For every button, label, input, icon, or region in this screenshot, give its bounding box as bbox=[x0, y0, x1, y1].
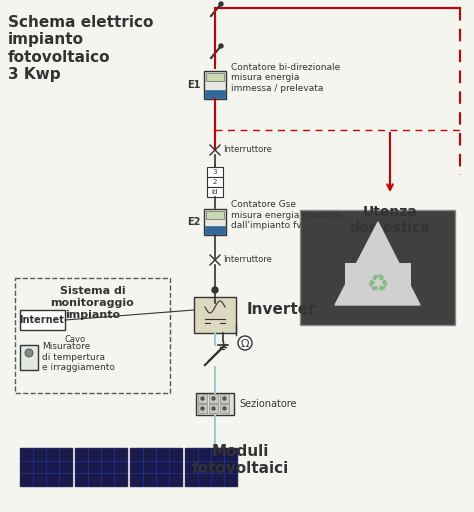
Bar bbox=[205, 226, 225, 234]
Text: Utenza
domestica: Utenza domestica bbox=[350, 205, 430, 235]
Bar bbox=[185, 448, 237, 486]
Text: Internet: Internet bbox=[19, 315, 64, 325]
Bar bbox=[206, 73, 224, 81]
Circle shape bbox=[212, 287, 218, 293]
Text: Interruttore: Interruttore bbox=[223, 145, 272, 155]
Bar bbox=[207, 177, 223, 187]
Text: 2: 2 bbox=[213, 179, 217, 185]
Text: Sistema di
monitoraggio
impianto: Sistema di monitoraggio impianto bbox=[51, 286, 134, 319]
Circle shape bbox=[212, 397, 215, 400]
Bar bbox=[20, 345, 38, 370]
Text: Contatore bi-direzionale
misura energia
immessa / prelevata: Contatore bi-direzionale misura energia … bbox=[231, 63, 340, 93]
Text: E2: E2 bbox=[188, 217, 201, 227]
Bar bbox=[300, 210, 455, 325]
Polygon shape bbox=[335, 222, 420, 305]
Circle shape bbox=[223, 407, 226, 410]
Bar bbox=[194, 297, 236, 333]
Circle shape bbox=[238, 336, 252, 350]
Text: Ω: Ω bbox=[241, 339, 249, 349]
Bar bbox=[220, 404, 229, 413]
Bar bbox=[204, 71, 226, 99]
Text: E1: E1 bbox=[188, 80, 201, 90]
Bar bbox=[209, 394, 218, 403]
Bar bbox=[130, 448, 182, 486]
Text: Contatore Gse
misura energia prodotta
dall'impianto fv: Contatore Gse misura energia prodotta da… bbox=[231, 200, 341, 230]
Text: Schema elettrico
impianto
fotovoltaico
3 Kwp: Schema elettrico impianto fotovoltaico 3… bbox=[8, 15, 154, 82]
Text: 3: 3 bbox=[213, 169, 217, 175]
Circle shape bbox=[212, 407, 215, 410]
Bar bbox=[207, 187, 223, 197]
Text: Inverter: Inverter bbox=[247, 302, 317, 316]
Circle shape bbox=[25, 349, 33, 357]
Text: Interruttore: Interruttore bbox=[223, 255, 272, 265]
Bar bbox=[15, 278, 170, 393]
Text: Cavo: Cavo bbox=[65, 335, 86, 345]
Circle shape bbox=[201, 407, 204, 410]
Circle shape bbox=[219, 2, 223, 6]
Bar bbox=[345, 263, 411, 305]
Bar bbox=[204, 209, 226, 235]
Circle shape bbox=[219, 44, 223, 48]
Bar bbox=[220, 394, 229, 403]
Text: Sezionatore: Sezionatore bbox=[239, 399, 297, 409]
Bar bbox=[207, 167, 223, 177]
Bar bbox=[20, 310, 65, 330]
Bar bbox=[209, 404, 218, 413]
Bar bbox=[198, 394, 207, 403]
Text: Misuratore
di tempertura
e irraggiamento: Misuratore di tempertura e irraggiamento bbox=[42, 342, 115, 372]
Bar bbox=[205, 90, 225, 98]
Text: ♻: ♻ bbox=[367, 273, 389, 297]
Bar bbox=[198, 404, 207, 413]
Text: ld: ld bbox=[212, 189, 218, 195]
Bar bbox=[196, 393, 234, 415]
Circle shape bbox=[223, 397, 226, 400]
Text: Moduli
fotovoltaici: Moduli fotovoltaici bbox=[191, 444, 289, 476]
Bar bbox=[206, 211, 224, 219]
Circle shape bbox=[201, 397, 204, 400]
Bar bbox=[20, 448, 72, 486]
Bar bbox=[75, 448, 127, 486]
